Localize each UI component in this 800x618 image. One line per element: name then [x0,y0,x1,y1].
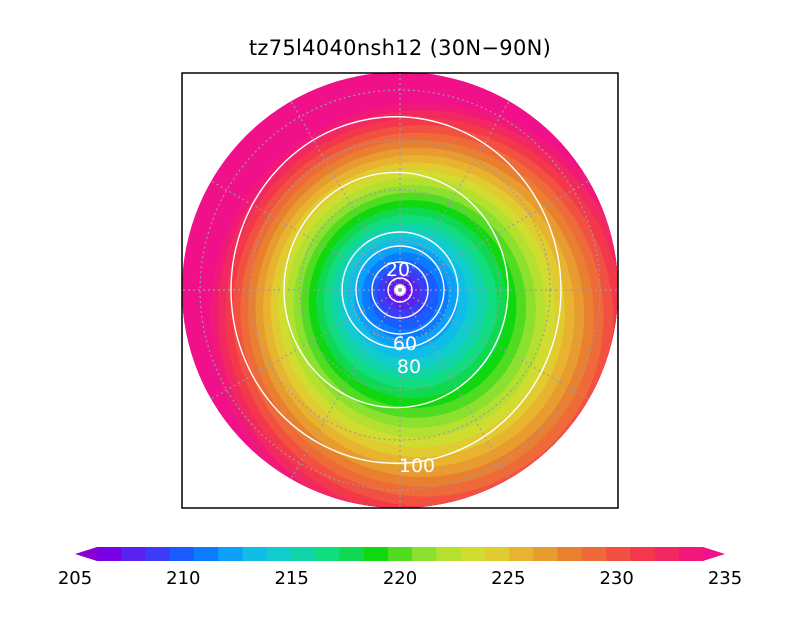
colorbar-box [436,547,462,561]
map-frame [181,72,619,509]
colorbar-box [97,547,122,561]
contour-label: 60 [393,333,417,355]
colorbar-box [533,547,559,561]
colorbar-box [169,547,195,561]
colorbar-box [145,547,171,561]
colorbar-box [193,547,219,561]
contour-line [371,261,429,319]
contour-label: 20 [386,259,410,281]
colorbar-over-triangle [703,547,725,561]
contour-label: 80 [397,356,421,378]
colorbar-boxes [75,547,725,561]
colorbar-tick-label: 225 [491,568,525,589]
colorbar-box [678,547,704,561]
colorbar-box [339,547,365,561]
colorbar-under-triangle [75,547,97,561]
colorbar-box [266,547,292,561]
colorbar-box [412,547,437,561]
contour-line [283,171,509,409]
colorbar-tick-label: 215 [274,568,308,589]
colorbar-box [242,547,268,561]
colorbar-box [387,547,413,561]
colorbar-box [290,547,316,561]
colorbar-tick-labels: 205 210 215 220 225 230 235 [58,568,742,589]
colorbar-tick-label: 205 [58,568,92,589]
colorbar-tick-label: 235 [708,568,742,589]
colorbar-box [581,547,607,561]
colorbar-box [484,547,510,561]
colorbar-box [363,547,389,561]
contour-label: 100 [399,455,435,477]
contour-line [387,277,413,303]
colorbar-box [509,547,534,561]
colorbar-box [606,547,631,561]
chart-title: tz75l4040nsh12 (30N−90N) [248,36,552,60]
colorbar-tick-label: 220 [383,568,417,589]
colorbar-tick-label: 230 [599,568,633,589]
contour-lines [230,116,562,464]
colorbar-box [630,547,656,561]
colorbar-box [315,547,340,561]
contour-line [341,231,459,349]
colorbar-box [557,547,583,561]
colorbar-box [654,547,680,561]
contour-line [230,116,562,464]
colorbar-box [460,547,486,561]
colorbar-tick-label: 210 [166,568,200,589]
colorbar-box [218,547,243,561]
colorbar-box [121,547,146,561]
colorbar: 205 210 215 220 225 230 235 [58,547,742,589]
contour-line [355,245,445,335]
